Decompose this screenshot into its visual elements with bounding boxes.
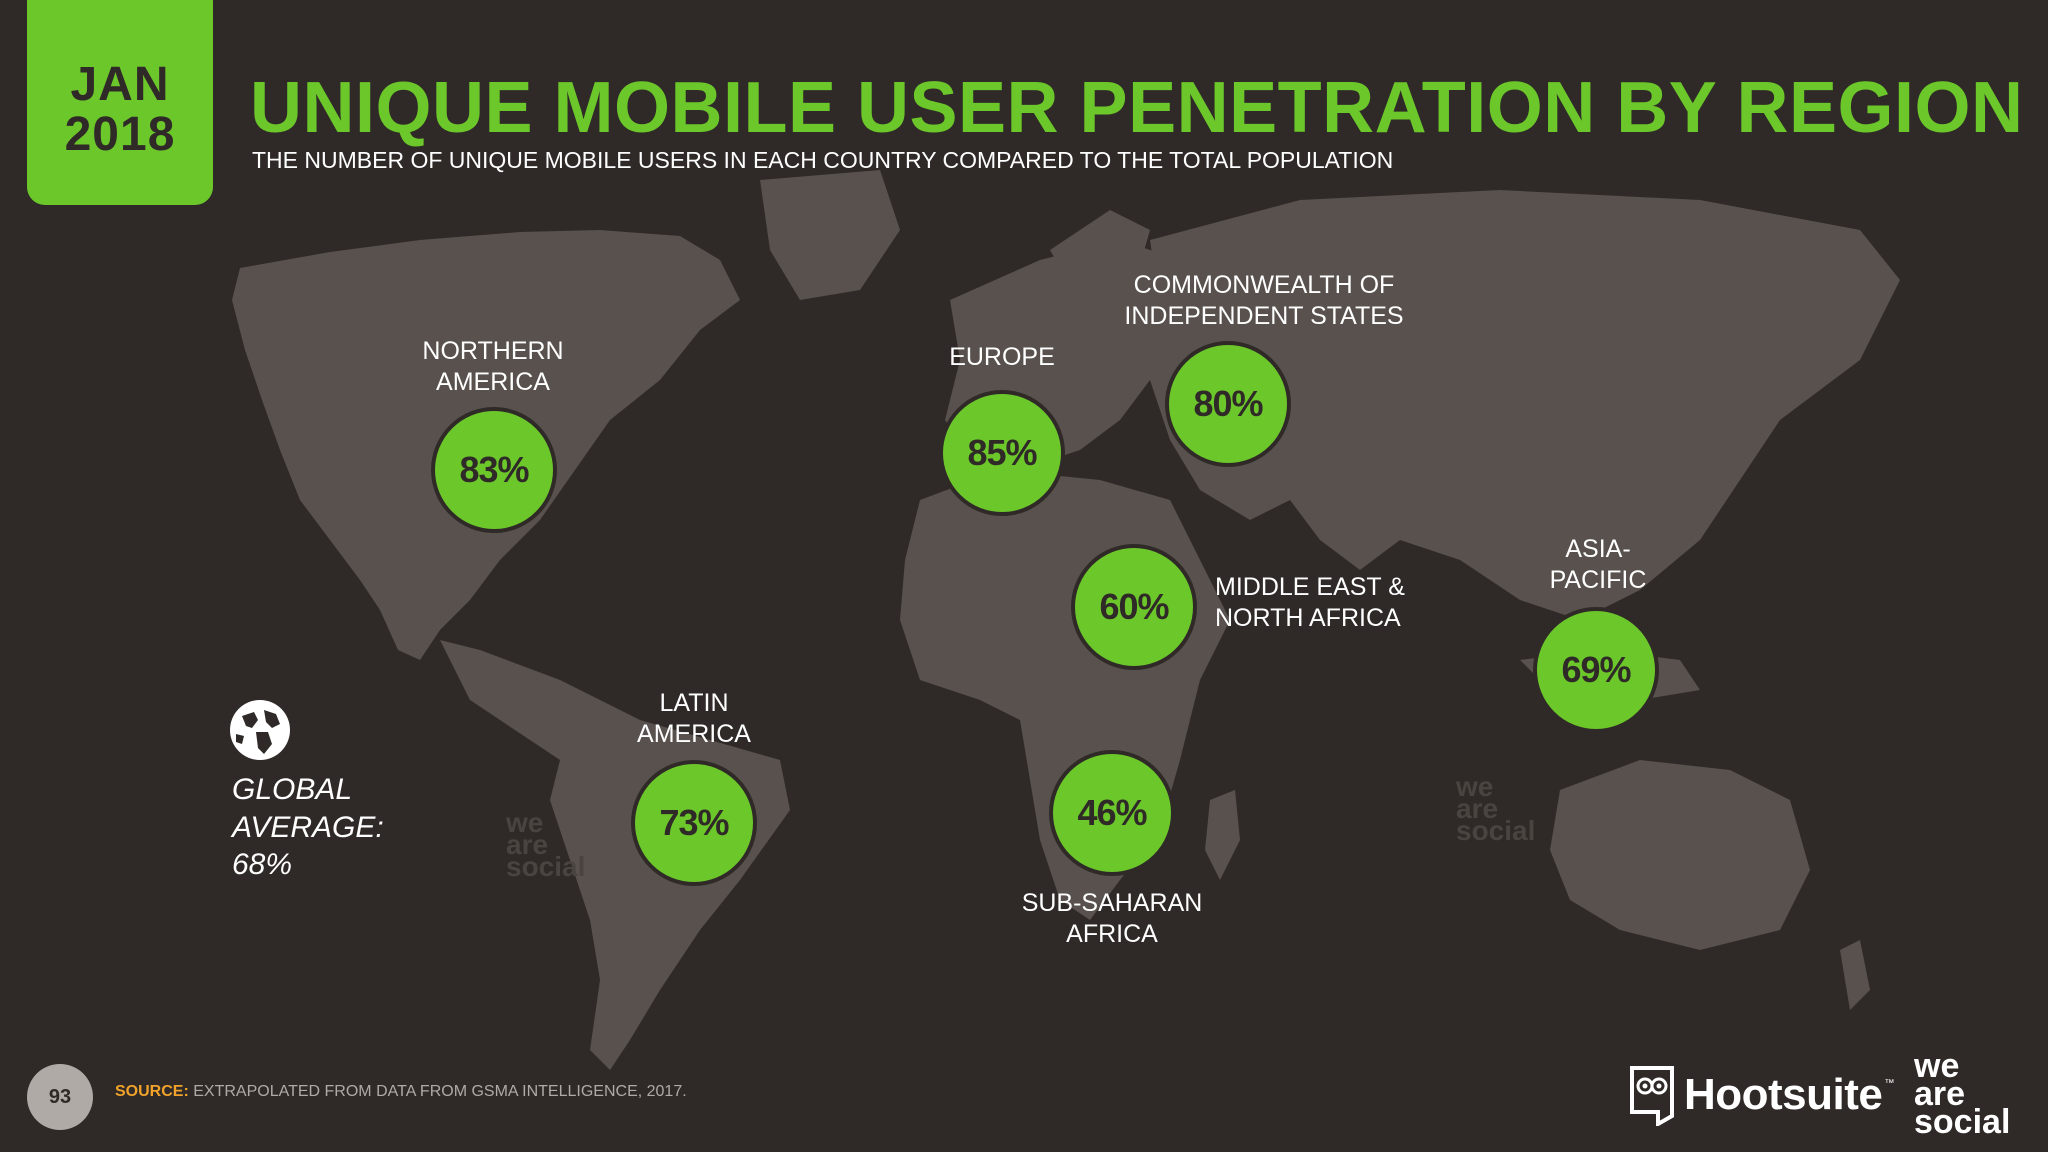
we-are-social-logo: we are social — [1914, 1047, 2011, 1141]
global-average-value: 68% — [232, 848, 293, 881]
bubble-sub-saharan-africa: 46% — [1049, 750, 1175, 876]
source-text: EXTRAPOLATED FROM DATA FROM GSMA INTELLI… — [193, 1083, 687, 1100]
date-month: JAN — [70, 57, 170, 111]
date-year: 2018 — [64, 107, 176, 161]
region-label-asia-pacific: ASIA- PACIFIC — [1549, 535, 1647, 594]
map-new-zealand — [1840, 940, 1870, 1010]
map-australia — [1550, 760, 1810, 950]
region-label-northern-america: NORTHERN AMERICA — [422, 337, 564, 396]
bubble-middle-east-north-africa: 60% — [1071, 544, 1197, 670]
region-label-middle-east-north-africa: MIDDLE EAST & NORTH AFRICA — [1215, 573, 1405, 632]
source-label: SOURCE: — [115, 1083, 189, 1100]
date-badge: JAN 2018 — [27, 0, 213, 205]
hootsuite-wordmark: Hootsuite — [1684, 1070, 1883, 1119]
map-scandinavia — [1050, 210, 1150, 320]
map-greenland — [760, 170, 900, 300]
map-japan — [1670, 400, 1720, 500]
source-note: SOURCE: EXTRAPOLATED FROM DATA FROM GSMA… — [115, 1083, 687, 1101]
watermark-right: we are social — [1456, 771, 1536, 846]
watermark-left: we are social — [506, 807, 586, 882]
hootsuite-owl-icon — [1630, 1066, 1674, 1126]
bubble-asia-pacific: 69% — [1533, 607, 1659, 733]
bubble-europe: 85% — [939, 390, 1065, 516]
global-average-label-1: GLOBAL — [232, 773, 353, 806]
map-south-america — [440, 640, 790, 1070]
page-number: 93 — [27, 1064, 93, 1130]
bubble-latin-america: 73% — [631, 760, 757, 886]
trademark-symbol: ™ — [1884, 1078, 1895, 1089]
map-madagascar — [1205, 790, 1240, 880]
region-label-europe: EUROPE — [949, 343, 1055, 371]
page-title: UNIQUE MOBILE USER PENETRATION BY REGION — [250, 68, 2024, 148]
region-label-cis: COMMONWEALTH OF INDEPENDENT STATES — [1124, 271, 1404, 330]
bubble-northern-america: 83% — [431, 407, 557, 533]
region-label-sub-saharan-africa: SUB-SAHARAN AFRICA — [1021, 889, 1203, 948]
page-subtitle: THE NUMBER OF UNIQUE MOBILE USERS IN EAC… — [252, 147, 1394, 173]
globe-icon — [230, 700, 290, 760]
global-average-label-2: AVERAGE: — [232, 811, 384, 844]
map-asia — [1150, 190, 1900, 620]
bubble-cis: 80% — [1165, 341, 1291, 467]
hootsuite-logo: Hootsuite ™ — [1630, 1064, 1894, 1126]
region-label-latin-america: LATIN AMERICA — [637, 689, 751, 748]
